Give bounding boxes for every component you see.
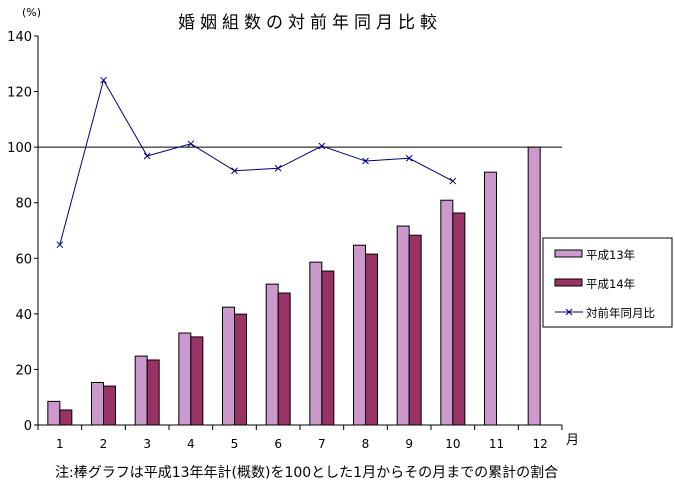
bar-平成13年-7 <box>309 261 323 426</box>
bar-平成14年-5 <box>234 313 247 426</box>
marker-対前年同月比-7 <box>318 142 326 150</box>
bar-平成13年-1 <box>47 400 61 426</box>
x-tick-label: 12 <box>533 437 548 451</box>
x-tick-label: 1 <box>56 437 64 451</box>
x-axis-label: 月 <box>566 433 579 448</box>
x-tick-label: 9 <box>405 437 413 451</box>
y-tick-label: 0 <box>24 419 32 434</box>
x-tick-label: 5 <box>231 437 239 451</box>
bar-平成13年-11 <box>484 171 497 426</box>
bar-平成13年-4 <box>178 332 192 426</box>
x-tick-label: 6 <box>274 437 282 451</box>
marker-対前年同月比-2 <box>100 76 107 84</box>
x-tick-label: 8 <box>362 437 370 451</box>
y-tick-label: 120 <box>7 86 32 101</box>
marker-対前年同月比-5 <box>231 167 238 175</box>
legend-label-平成14年: 平成14年 <box>586 277 635 291</box>
bar-平成14年-7 <box>321 270 335 426</box>
bar-平成13年-3 <box>134 355 148 426</box>
bar-平成14年-2 <box>103 385 116 426</box>
y-tick-label: 80 <box>15 197 32 212</box>
bar-平成14年-8 <box>365 253 378 426</box>
y-tick-label: 40 <box>15 308 32 323</box>
x-tick-label: 10 <box>445 437 460 451</box>
line-対前年同月比 <box>59 78 454 245</box>
y-tick-label: 20 <box>15 363 32 378</box>
x-tick-label: 2 <box>100 437 108 451</box>
chart-title: 婚姻組数の対前年同月比較 <box>178 13 442 33</box>
y-tick-label: 60 <box>15 252 32 267</box>
footnote: 注:棒グラフは平成13年年計(概数)を100とした1月からその月までの累計の割合 <box>55 464 558 481</box>
legend-label-対前年同月比: 対前年同月比 <box>586 306 655 320</box>
marker-対前年同月比-10 <box>449 177 457 185</box>
bar-平成14年-4 <box>190 336 204 426</box>
bar-平成14年-9 <box>408 234 422 426</box>
bar-平成14年-1 <box>59 409 73 426</box>
bar-平成14年-3 <box>146 359 160 426</box>
y-tick-label: 100 <box>7 141 32 156</box>
legend-swatch-平成13年 <box>554 249 583 258</box>
bar-平成13年-10 <box>440 199 454 426</box>
x-tick-label: 11 <box>489 437 504 451</box>
bar-平成14年-10 <box>452 212 466 426</box>
marker-対前年同月比-8 <box>362 157 369 165</box>
bar-平成13年-8 <box>353 244 366 426</box>
bar-平成13年-2 <box>91 381 104 426</box>
marker-対前年同月比-3 <box>143 152 151 160</box>
legend-swatch-平成14年 <box>554 278 583 287</box>
bar-平成13年-12 <box>527 146 541 426</box>
legend-label-平成13年: 平成13年 <box>586 248 635 262</box>
y-axis-label: (%) <box>22 6 41 19</box>
marker-対前年同月比-9 <box>405 154 413 162</box>
bar-平成14年-6 <box>277 292 291 426</box>
x-tick-label: 3 <box>143 437 151 451</box>
bar-平成13年-9 <box>396 225 410 426</box>
bar-平成13年-5 <box>222 306 235 426</box>
marker-対前年同月比-6 <box>274 164 282 172</box>
marker-対前年同月比-1 <box>56 241 64 249</box>
x-tick-label: 4 <box>187 437 195 451</box>
y-tick-label: 140 <box>7 30 32 45</box>
bar-平成13年-6 <box>265 283 279 426</box>
marker-対前年同月比-4 <box>187 140 195 148</box>
x-tick-label: 7 <box>318 437 326 451</box>
legend-marker-icon <box>565 308 573 316</box>
